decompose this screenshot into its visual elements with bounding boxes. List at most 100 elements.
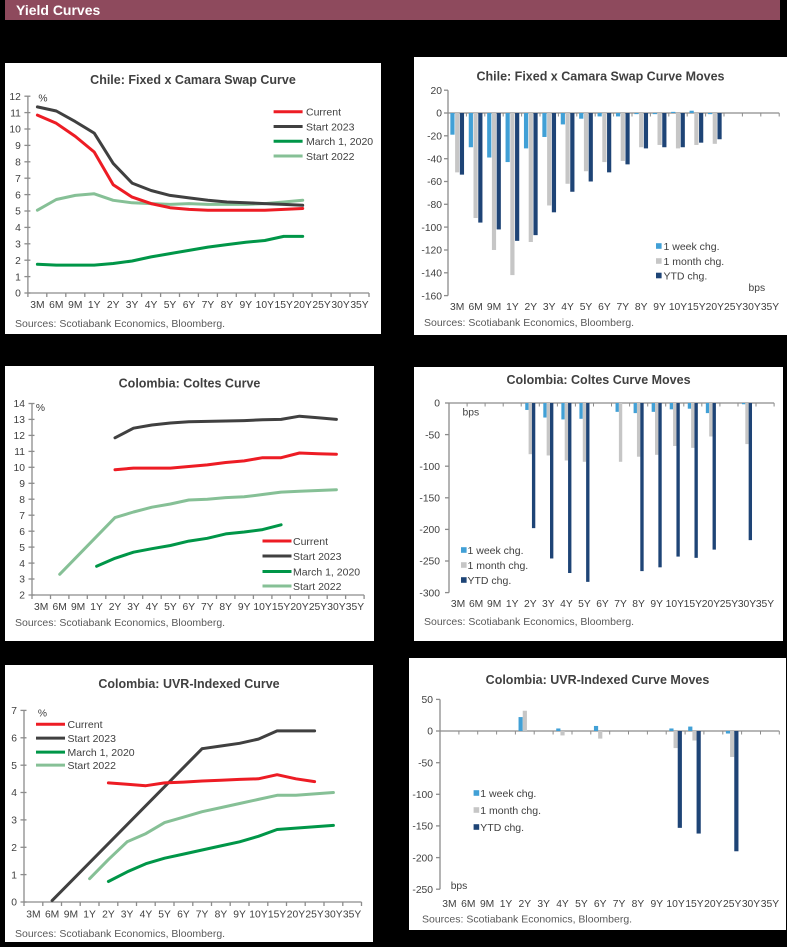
svg-text:1: 1 — [11, 870, 17, 881]
svg-text:1 week chg.: 1 week chg. — [480, 788, 536, 800]
svg-text:5Y: 5Y — [164, 300, 177, 311]
svg-text:Current: Current — [293, 536, 328, 548]
svg-text:1Y: 1Y — [506, 599, 519, 610]
svg-text:20Y: 20Y — [702, 599, 720, 610]
svg-text:Colombia: Coltes Curve Moves: Colombia: Coltes Curve Moves — [506, 373, 690, 387]
svg-text:6M: 6M — [469, 599, 483, 610]
svg-text:25Y: 25Y — [720, 599, 738, 610]
svg-text:8Y: 8Y — [632, 899, 645, 910]
svg-text:7: 7 — [19, 511, 25, 522]
svg-text:1 month chg.: 1 month chg. — [480, 805, 541, 817]
svg-text:35Y: 35Y — [761, 899, 779, 910]
svg-text:6Y: 6Y — [594, 899, 607, 910]
svg-text:25Y: 25Y — [309, 602, 327, 613]
svg-text:6Y: 6Y — [177, 910, 190, 921]
svg-text:Colombia: UVR-Indexed Curve: Colombia: UVR-Indexed Curve — [98, 677, 279, 691]
svg-text:Colombia: UVR-Indexed Curve Mo: Colombia: UVR-Indexed Curve Moves — [486, 673, 710, 687]
svg-text:bps: bps — [463, 408, 480, 419]
svg-text:1 month chg.: 1 month chg. — [664, 256, 725, 268]
svg-text:6Y: 6Y — [183, 300, 196, 311]
svg-text:30Y: 30Y — [324, 910, 342, 921]
svg-text:0: 0 — [434, 399, 440, 410]
svg-text:25Y: 25Y — [723, 899, 741, 910]
svg-text:25Y: 25Y — [312, 300, 330, 311]
svg-text:YTD chg.: YTD chg. — [480, 822, 524, 834]
svg-text:25Y: 25Y — [305, 910, 323, 921]
svg-text:6M: 6M — [461, 899, 475, 910]
svg-text:Start 2023: Start 2023 — [68, 733, 117, 745]
svg-text:2: 2 — [11, 843, 17, 854]
svg-text:7Y: 7Y — [196, 910, 209, 921]
svg-text:10: 10 — [14, 463, 26, 474]
svg-text:9Y: 9Y — [653, 302, 666, 313]
svg-text:2Y: 2Y — [109, 602, 122, 613]
svg-text:-100: -100 — [421, 223, 442, 234]
svg-text:2Y: 2Y — [102, 910, 115, 921]
svg-text:6: 6 — [19, 527, 25, 538]
svg-text:8: 8 — [15, 158, 21, 169]
svg-text:50: 50 — [422, 695, 434, 706]
svg-text:9M: 9M — [480, 899, 494, 910]
svg-text:Colombia: Coltes Curve: Colombia: Coltes Curve — [119, 377, 261, 391]
svg-text:9Y: 9Y — [650, 899, 663, 910]
svg-text:5Y: 5Y — [575, 899, 588, 910]
svg-text:1Y: 1Y — [506, 302, 519, 313]
svg-text:6M: 6M — [49, 300, 63, 311]
svg-text:6Y: 6Y — [598, 302, 611, 313]
svg-text:4: 4 — [11, 788, 17, 799]
svg-text:0: 0 — [15, 289, 21, 300]
svg-text:-40: -40 — [427, 154, 442, 165]
svg-text:3M: 3M — [451, 599, 465, 610]
svg-text:20Y: 20Y — [287, 910, 305, 921]
svg-text:bps: bps — [749, 283, 766, 294]
svg-text:1 week chg.: 1 week chg. — [468, 545, 524, 557]
svg-text:-50: -50 — [425, 430, 440, 441]
svg-text:3M: 3M — [34, 602, 48, 613]
svg-text:13: 13 — [14, 415, 26, 426]
svg-text:15Y: 15Y — [275, 300, 293, 311]
svg-text:2Y: 2Y — [518, 899, 531, 910]
svg-text:8Y: 8Y — [219, 602, 232, 613]
svg-text:9M: 9M — [487, 302, 501, 313]
svg-text:March 1, 2020: March 1, 2020 — [306, 136, 373, 148]
svg-text:6: 6 — [15, 190, 21, 201]
svg-text:35Y: 35Y — [343, 910, 361, 921]
svg-text:7: 7 — [11, 706, 17, 717]
svg-text:9M: 9M — [487, 599, 501, 610]
svg-text:35Y: 35Y — [756, 599, 774, 610]
svg-text:9Y: 9Y — [238, 602, 251, 613]
svg-text:7Y: 7Y — [616, 302, 629, 313]
svg-text:%: % — [38, 709, 47, 720]
svg-text:-200: -200 — [412, 853, 433, 864]
svg-text:Sources: Scotiabank Economics,: Sources: Scotiabank Economics, Bloomberg… — [424, 317, 634, 329]
svg-text:1Y: 1Y — [90, 602, 103, 613]
svg-text:-100: -100 — [412, 790, 433, 801]
svg-text:1Y: 1Y — [83, 910, 96, 921]
svg-text:0: 0 — [436, 109, 442, 120]
svg-text:Sources: Scotiabank Economics,: Sources: Scotiabank Economics, Bloomberg… — [15, 318, 225, 330]
svg-text:-140: -140 — [421, 269, 442, 280]
svg-text:4: 4 — [15, 223, 21, 234]
svg-text:10Y: 10Y — [256, 300, 274, 311]
svg-text:YTD chg.: YTD chg. — [468, 575, 512, 587]
svg-text:Current: Current — [306, 107, 341, 119]
svg-text:5: 5 — [19, 543, 25, 554]
svg-text:30Y: 30Y — [742, 899, 760, 910]
svg-text:Sources: Scotiabank Economics,: Sources: Scotiabank Economics, Bloomberg… — [15, 928, 225, 940]
svg-text:Current: Current — [68, 719, 103, 731]
svg-text:6M: 6M — [53, 602, 67, 613]
svg-text:2Y: 2Y — [524, 302, 537, 313]
svg-text:3Y: 3Y — [537, 899, 550, 910]
svg-text:20Y: 20Y — [290, 602, 308, 613]
svg-text:6M: 6M — [45, 910, 59, 921]
svg-text:8Y: 8Y — [632, 599, 645, 610]
svg-text:-20: -20 — [427, 132, 442, 143]
svg-text:9: 9 — [19, 479, 25, 490]
svg-text:4Y: 4Y — [145, 300, 158, 311]
svg-text:35Y: 35Y — [350, 300, 368, 311]
svg-text:-150: -150 — [419, 494, 440, 505]
svg-text:35Y: 35Y — [346, 602, 364, 613]
svg-text:3M: 3M — [30, 300, 44, 311]
svg-text:20: 20 — [431, 86, 443, 97]
svg-text:10Y: 10Y — [669, 302, 687, 313]
